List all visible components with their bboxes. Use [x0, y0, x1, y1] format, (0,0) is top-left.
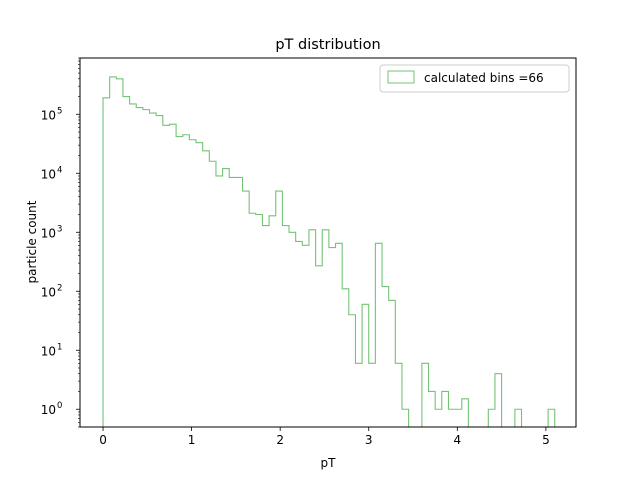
x-tick-label: 2	[276, 433, 284, 447]
legend-swatch	[387, 70, 415, 84]
y-axis-label: particle count	[25, 200, 39, 283]
y-tick-exponent: 1	[57, 342, 62, 352]
legend-box	[379, 64, 570, 93]
y-tick-label: 10	[41, 108, 56, 122]
x-axis-ticks: 0 1 2 3 4 5	[99, 427, 550, 447]
x-tick-label: 3	[365, 433, 373, 447]
y-tick-label: 10	[41, 403, 56, 417]
x-axis-label: pT	[321, 456, 337, 470]
y-tick-label: 10	[41, 167, 56, 181]
legend-label: calculated bins =66	[424, 71, 544, 85]
x-tick-label: 1	[188, 433, 196, 447]
y-tick-label: 10	[41, 344, 56, 358]
y-tick-exponent: 3	[57, 224, 62, 234]
histogram-step-series	[102, 76, 556, 427]
y-tick-exponent: 2	[57, 283, 62, 293]
axes-frame	[79, 57, 577, 428]
x-tick-label: 5	[542, 433, 550, 447]
plot-area	[102, 76, 556, 427]
y-tick-exponent: 5	[57, 106, 62, 116]
y-tick-label: 10	[41, 226, 56, 240]
chart-title: pT distribution	[275, 37, 380, 53]
legend: calculated bins =66	[379, 64, 570, 93]
x-tick-label: 0	[99, 433, 107, 447]
y-tick-label: 10	[41, 285, 56, 299]
x-tick-label: 4	[453, 433, 461, 447]
y-tick-exponent: 0	[57, 401, 62, 411]
y-tick-exponent: 4	[57, 165, 62, 175]
